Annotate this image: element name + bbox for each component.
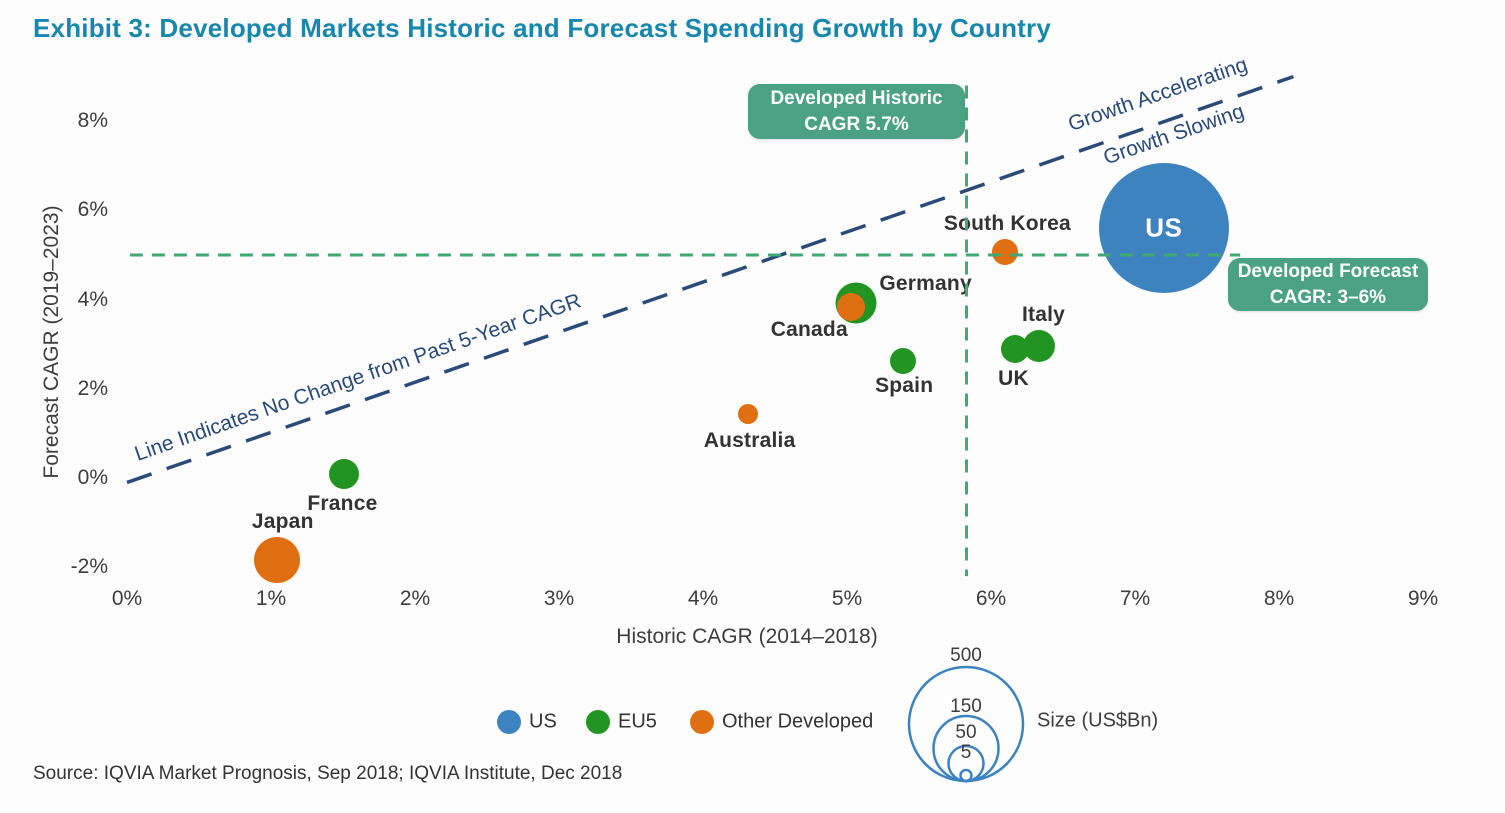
legend-dot-us xyxy=(497,710,521,734)
page-title: Exhibit 3: Developed Markets Historic an… xyxy=(33,13,1052,43)
forecast-cagr-badge-line2: CAGR: 3–6% xyxy=(1269,286,1387,308)
y-axis-tick-0pct: 0% xyxy=(77,466,108,489)
country-label-france: France xyxy=(307,491,378,515)
legend-dot-other-developed xyxy=(690,710,714,734)
bubble-japan xyxy=(253,537,300,584)
x-axis-title: Historic CAGR (2014–2018) xyxy=(616,625,878,648)
x-axis-tick-3pct: 3% xyxy=(543,587,575,610)
x-axis-tick-5pct: 5% xyxy=(831,587,863,610)
x-axis-tick-1pct: 1% xyxy=(255,587,287,610)
source-note: Source: IQVIA Market Prognosis, Sep 2018… xyxy=(33,763,623,784)
historic-cagr-badge-line2: CAGR 5.7% xyxy=(804,113,909,135)
x-axis-tick-9pct: 9% xyxy=(1407,587,1439,610)
x-axis-tick-2pct: 2% xyxy=(399,587,431,610)
x-axis-tick-7pct: 7% xyxy=(1119,587,1151,610)
y-axis-tick--2pct: -2% xyxy=(70,555,108,579)
x-axis-tick-0pct: 0% xyxy=(111,587,143,610)
size-legend-title: Size (US$Bn) xyxy=(1037,709,1159,732)
x-axis-tick-6pct: 6% xyxy=(975,587,1007,610)
legend-label-eu5: EU5 xyxy=(618,710,657,733)
legend-label-other-developed: Other Developed xyxy=(722,710,874,733)
country-label-japan: Japan xyxy=(251,510,314,534)
y-axis-tick-8pct: 8% xyxy=(77,109,108,133)
size-legend-value-500: 500 xyxy=(950,645,982,666)
y-axis-tick-4pct: 4% xyxy=(77,287,108,311)
size-legend-value-150: 150 xyxy=(950,696,982,717)
x-axis-tick-4pct: 4% xyxy=(687,587,719,610)
size-legend-value-5: 5 xyxy=(960,742,972,763)
historic-cagr-badge-line1: Developed Historic xyxy=(770,88,943,110)
x-axis-tick-8pct: 8% xyxy=(1263,587,1295,610)
size-legend-value-50: 50 xyxy=(955,722,977,743)
forecast-cagr-badge-line1: Developed Forecast xyxy=(1237,261,1419,283)
y-axis-tick-6pct: 6% xyxy=(77,198,108,222)
legend-label-us: US xyxy=(529,710,557,733)
forecast-cagr-badge: Developed Forecast CAGR: 3–6% xyxy=(1228,258,1428,311)
y-axis-tick-2pct: 2% xyxy=(77,376,108,400)
legend-dot-eu5 xyxy=(586,710,610,734)
historic-cagr-badge: Developed Historic CAGR 5.7% xyxy=(748,84,965,139)
